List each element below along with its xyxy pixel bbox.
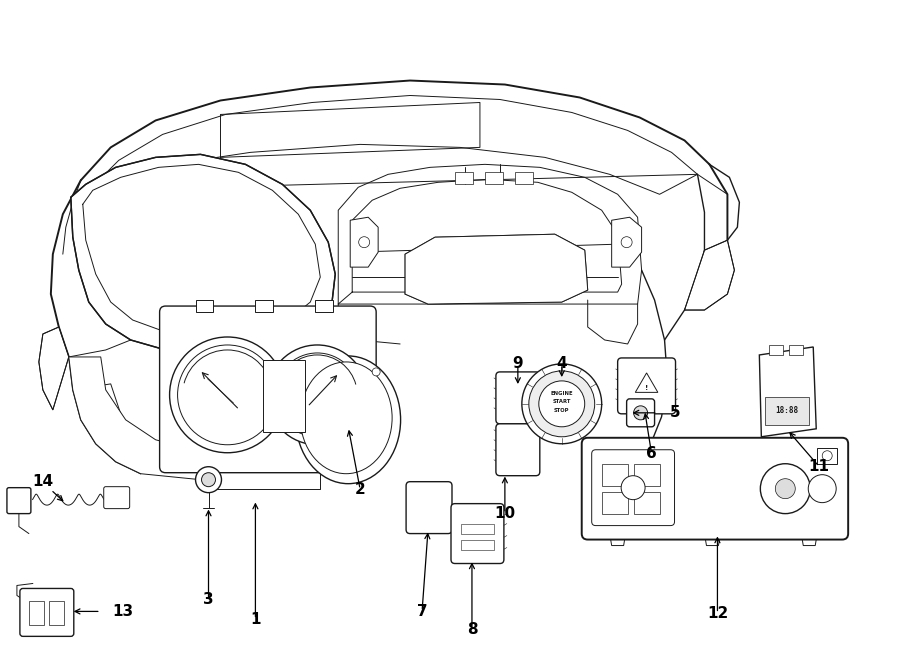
Bar: [455, 172, 473, 184]
Circle shape: [169, 337, 285, 453]
Text: 7: 7: [417, 604, 428, 619]
Bar: [195, 300, 213, 312]
Text: 13: 13: [112, 604, 134, 619]
Bar: [49, 602, 64, 626]
Circle shape: [522, 364, 602, 444]
Text: 10: 10: [494, 506, 516, 521]
Circle shape: [267, 345, 367, 445]
Circle shape: [808, 475, 836, 502]
FancyBboxPatch shape: [617, 358, 676, 414]
Polygon shape: [71, 154, 335, 354]
Bar: [602, 463, 627, 486]
Circle shape: [529, 371, 595, 437]
Polygon shape: [68, 357, 201, 480]
Polygon shape: [350, 217, 378, 267]
Text: STOP: STOP: [554, 408, 570, 413]
Bar: [29, 602, 44, 626]
Text: 8: 8: [466, 622, 477, 637]
Text: 1: 1: [250, 612, 261, 627]
FancyBboxPatch shape: [591, 449, 674, 526]
Bar: [461, 540, 494, 549]
Bar: [789, 345, 804, 355]
FancyBboxPatch shape: [581, 438, 848, 540]
Text: 5: 5: [670, 405, 680, 420]
Circle shape: [539, 381, 585, 427]
Circle shape: [195, 467, 221, 493]
Bar: [315, 300, 333, 312]
Text: !: !: [645, 385, 648, 391]
Ellipse shape: [296, 356, 400, 484]
FancyBboxPatch shape: [7, 488, 31, 514]
Bar: [485, 172, 503, 184]
FancyBboxPatch shape: [626, 399, 654, 427]
Polygon shape: [685, 240, 734, 310]
Bar: [770, 345, 783, 355]
Bar: [602, 492, 627, 514]
Text: 9: 9: [512, 356, 523, 371]
Polygon shape: [801, 534, 817, 545]
Bar: [817, 448, 837, 463]
FancyBboxPatch shape: [496, 424, 540, 476]
Text: START: START: [553, 399, 571, 404]
Bar: [515, 172, 533, 184]
Circle shape: [621, 476, 645, 500]
Circle shape: [621, 237, 632, 248]
FancyBboxPatch shape: [451, 504, 504, 563]
Text: 2: 2: [355, 482, 365, 497]
Polygon shape: [405, 234, 588, 304]
Text: 18:88: 18:88: [776, 406, 799, 415]
Polygon shape: [609, 534, 626, 545]
FancyBboxPatch shape: [20, 589, 74, 636]
Text: ENGINE: ENGINE: [551, 391, 573, 397]
Polygon shape: [612, 217, 642, 267]
Circle shape: [634, 406, 648, 420]
Ellipse shape: [301, 362, 392, 474]
Text: 6: 6: [646, 446, 657, 461]
Circle shape: [202, 473, 215, 487]
Text: 12: 12: [706, 606, 728, 621]
Bar: [256, 300, 274, 312]
FancyBboxPatch shape: [496, 372, 540, 424]
Text: 14: 14: [32, 474, 53, 489]
Circle shape: [359, 237, 370, 248]
Text: 11: 11: [809, 459, 830, 474]
Polygon shape: [39, 327, 68, 410]
Bar: [634, 463, 660, 486]
Bar: [264, 360, 305, 432]
FancyBboxPatch shape: [406, 482, 452, 534]
Polygon shape: [760, 347, 816, 437]
FancyBboxPatch shape: [104, 487, 130, 508]
Text: 3: 3: [203, 592, 214, 607]
Bar: [634, 492, 660, 514]
Circle shape: [177, 345, 277, 445]
Polygon shape: [705, 534, 720, 545]
Bar: [765, 397, 809, 425]
FancyBboxPatch shape: [159, 306, 376, 473]
Circle shape: [775, 479, 796, 498]
Circle shape: [373, 368, 380, 376]
Circle shape: [823, 451, 832, 461]
Text: 4: 4: [556, 356, 567, 371]
Bar: [461, 524, 494, 534]
Circle shape: [275, 353, 359, 437]
Circle shape: [760, 463, 810, 514]
